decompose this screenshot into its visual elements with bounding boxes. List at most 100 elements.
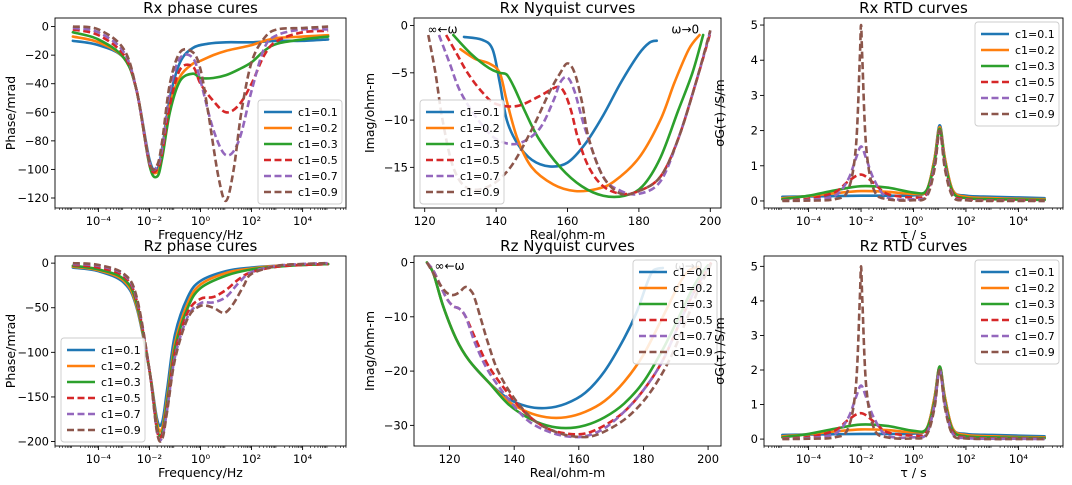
rx-phase-legend-label: c1=0.2 — [298, 122, 338, 135]
rz-rtd-panel: Rz RTD curves 10⁻⁴ 10⁻² 10⁰ 10² 10⁴ 0 1 2 3 4 5 τ / … — [712, 237, 1064, 480]
rx-nyquist-ytick-label: −5 — [391, 66, 408, 80]
rx-nyquist-legend-label: c1=0.3 — [460, 138, 500, 151]
rz-phase-legend-label: c1=0.9 — [101, 424, 141, 437]
rx-rtd-series-c1-0_9 — [782, 23, 1045, 203]
rx-rtd-series-c1-0_5 — [782, 129, 1045, 202]
rx-rtd-legend-label: c1=0.3 — [1015, 60, 1055, 73]
rx-nyquist-annotation: ω→0 — [671, 22, 699, 36]
rx-rtd-xtick-label: 10⁻² — [848, 214, 873, 228]
rx-phase-ytick-label: −120 — [17, 191, 49, 205]
rz-rtd-series-c1-0_5 — [782, 368, 1045, 441]
rz-rtd-series-c1-0_1 — [781, 365, 1046, 438]
rx-phase-ylabel: Phase/mrad — [3, 76, 18, 150]
rz-nyquist-ytick-label: −30 — [384, 418, 408, 432]
rz-phase-ylabel: Phase/mrad — [3, 314, 18, 388]
rx-rtd-legend-box — [974, 21, 1060, 127]
rz-rtd-legend-label: c1=0.3 — [1015, 298, 1055, 311]
rx-phase-ytick-label: −100 — [17, 162, 49, 176]
rx-phase-legend-label: c1=0.5 — [298, 154, 338, 167]
rz-nyquist-legend-label: c1=0.9 — [673, 346, 713, 359]
rx-nyquist-legend: c1=0.1 c1=0.2 c1=0.3 c1=0.5 c1=0.7 c1=0.9 — [419, 99, 505, 205]
rx-phase-series-c1-0_7 — [72, 26, 329, 172]
rx-phase-xtick-label: 10⁰ — [191, 214, 211, 228]
rx-rtd-ytick-label: 0 — [751, 194, 758, 208]
rz-rtd-xtick-label: 10⁰ — [904, 452, 924, 466]
rz-nyquist-axes-frame — [413, 255, 722, 447]
rz-rtd-xtick-label: 10⁻⁴ — [796, 452, 822, 466]
rx-nyquist-xlabel: Real/ohm-m — [530, 227, 606, 242]
rz-nyquist-series-c1-0_1 — [425, 261, 665, 410]
rx-rtd-ytick-label: 2 — [751, 124, 758, 138]
rz-rtd-xlabel: τ / s — [900, 465, 926, 480]
rz-phase-xtick-label: 10⁴ — [293, 452, 313, 466]
rx-nyquist-legend-label: c1=0.9 — [460, 186, 500, 199]
rx-phase-legend: c1=0.1 c1=0.2 c1=0.3 c1=0.5 c1=0.7 c1=0.9 — [257, 99, 343, 205]
rz-phase-ytick-label: −50 — [25, 301, 49, 315]
rx-nyquist-panel: Rx Nyquist curves 120 140 160 180 200 0 −5 −10 −1… — [362, 0, 722, 242]
rx-rtd-series-c1-0_2 — [781, 125, 1046, 201]
rz-rtd-legend-label: c1=0.1 — [1015, 266, 1055, 279]
rx-nyquist-ytick-label: −15 — [384, 160, 408, 174]
rx-phase-legend-label: c1=0.1 — [298, 106, 338, 119]
rx-rtd-legend: c1=0.1 c1=0.2 c1=0.3 c1=0.5 c1=0.7 c1=0.9 — [974, 21, 1060, 127]
rx-rtd-ylabel: σG(τ) /S/m — [712, 79, 727, 146]
rz-rtd-legend-label: c1=0.5 — [1015, 314, 1055, 327]
rx-rtd-legend-label: c1=0.1 — [1015, 28, 1055, 41]
rz-nyquist-xtick-label: 180 — [632, 452, 654, 466]
rz-phase-panel: Rz phase cures 10⁻⁴ 10⁻² 10⁰ 10² 10⁴ 0 −50 −100 −… — [3, 237, 347, 480]
rz-phase-xtick-label: 10² — [242, 452, 261, 466]
rz-phase-legend: c1=0.1 c1=0.2 c1=0.3 c1=0.5 c1=0.7 c1=0.9 — [60, 337, 146, 443]
rz-nyquist-series-c1-0_7 — [425, 261, 713, 439]
rx-phase-ytick-label: −60 — [25, 105, 49, 119]
rz-phase-legend-box — [60, 337, 146, 443]
rz-nyquist-title: Rz Nyquist curves — [500, 237, 635, 255]
rx-phase-legend-box — [257, 99, 343, 205]
rx-phase-series-c1-0_9 — [72, 25, 329, 203]
rz-nyquist-xtick-label: 200 — [697, 452, 719, 466]
rx-nyquist-series-c1-0_3 — [451, 33, 705, 199]
rx-nyquist-legend-label: c1=0.5 — [460, 154, 500, 167]
rz-nyquist-ytick-label: −10 — [384, 310, 408, 324]
rx-nyquist-xtick-label: 180 — [628, 214, 650, 228]
rx-nyquist-title: Rx Nyquist curves — [500, 0, 636, 17]
rz-nyquist-xlabel: Real/ohm-m — [530, 465, 606, 480]
rz-nyquist-annotation: ∞←ω — [434, 259, 464, 273]
rx-phase-xtick-label: 10² — [242, 214, 261, 228]
rx-nyquist-xtick-label: 200 — [699, 214, 721, 228]
rz-phase-ytick-label: 0 — [42, 256, 49, 270]
rz-nyquist-ytick-label: 0 — [401, 256, 408, 270]
rx-nyquist-legend-box — [419, 99, 505, 205]
rx-phase-title: Rx phase cures — [143, 0, 258, 17]
rx-phase-ytick-label: 0 — [42, 20, 49, 34]
rz-nyquist-legend-label: c1=0.2 — [673, 282, 713, 295]
rz-phase-title: Rz phase cures — [144, 237, 258, 255]
rz-rtd-legend: c1=0.1 c1=0.2 c1=0.3 c1=0.5 c1=0.7 c1=0.9 — [974, 259, 1060, 365]
rz-rtd-ytick-label: 5 — [751, 259, 758, 273]
rx-nyquist-legend-label: c1=0.7 — [460, 170, 500, 183]
rx-nyquist-series-c1-0_2 — [459, 33, 701, 193]
rx-nyquist-annotation: ∞←ω — [428, 22, 458, 36]
rx-rtd-xtick-label: 10⁻⁴ — [796, 214, 822, 228]
rz-nyquist-legend-label: c1=0.3 — [673, 298, 713, 311]
rz-phase-xtick-label: 10⁰ — [191, 452, 211, 466]
rx-rtd-ytick-label: 5 — [751, 18, 758, 32]
rz-nyquist-xtick-label: 140 — [503, 452, 525, 466]
rz-phase-xlabel: Frequency/Hz — [158, 465, 243, 480]
rx-rtd-series-c1-0_3 — [781, 127, 1046, 202]
rz-phase-legend-label: c1=0.5 — [101, 392, 141, 405]
rz-nyquist-ytick-label: −20 — [384, 364, 408, 378]
rz-nyquist-ylabel: Imag/ohm-m — [362, 311, 377, 391]
rx-rtd-xtick-label: 10² — [956, 214, 975, 228]
rx-rtd-series-c1-0_7 — [782, 129, 1045, 203]
rz-rtd-legend-label: c1=0.9 — [1015, 346, 1055, 359]
rz-rtd-xtick-label: 10⁻² — [848, 452, 873, 466]
rz-rtd-xtick-label: 10² — [956, 452, 975, 466]
rx-nyquist-xtick-label: 160 — [557, 214, 579, 228]
rz-phase-xtick-label: 10⁻² — [137, 452, 162, 466]
rx-nyquist-ylabel: Imag/ohm-m — [362, 73, 377, 153]
rx-rtd-legend-label: c1=0.9 — [1015, 108, 1055, 121]
rz-rtd-ytick-label: 2 — [751, 363, 758, 377]
rx-rtd-legend-label: c1=0.2 — [1015, 44, 1055, 57]
